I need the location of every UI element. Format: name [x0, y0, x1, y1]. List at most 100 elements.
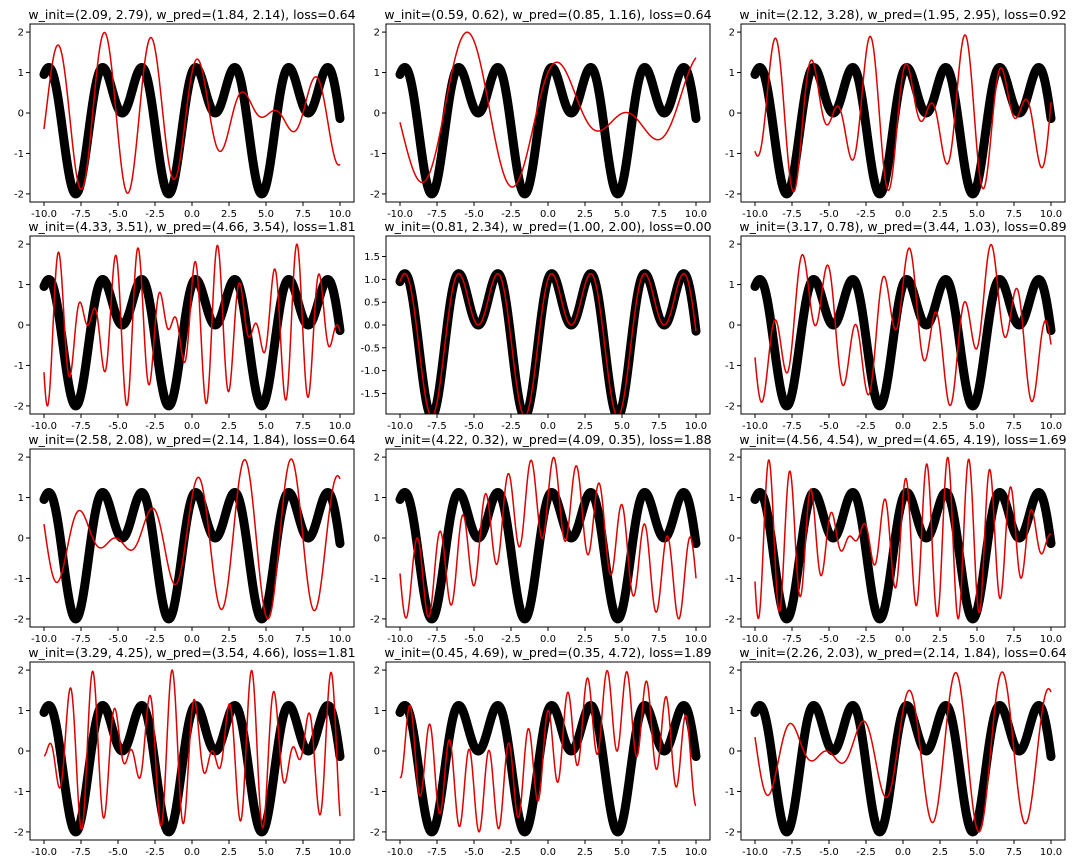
x-tick-label: 5.0	[969, 847, 985, 856]
x-tick-label: -10.0	[31, 634, 57, 645]
x-tick-label: -10.0	[387, 847, 413, 856]
x-tick-label: 2.5	[577, 847, 593, 856]
y-tick-label: 2	[374, 666, 380, 677]
prediction-series	[754, 456, 1052, 620]
subplot-6: w_init=(3.17, 0.78), w_pred=(3.44, 1.03)…	[725, 219, 1067, 432]
x-tick-label: 2.5	[932, 634, 948, 645]
y-tick-label: 2	[374, 28, 380, 39]
prediction-series	[754, 671, 1052, 833]
x-tick-label: -2.5	[856, 847, 876, 856]
x-tick-label: -7.5	[71, 847, 91, 856]
y-tick-label: 0	[374, 109, 380, 120]
y-tick-label: 0	[18, 747, 24, 758]
x-tick-label: -10.0	[742, 421, 768, 432]
x-tick-label: 0.0	[184, 847, 200, 856]
y-tick-label: -1	[725, 149, 735, 160]
x-tick-label: 10.0	[685, 847, 707, 856]
x-tick-label: 7.5	[1006, 209, 1022, 220]
y-tick-label: 0	[18, 109, 24, 120]
y-tick-label: -2	[725, 401, 735, 412]
y-tick-label: 0	[18, 321, 24, 332]
x-tick-label: -7.5	[782, 634, 802, 645]
x-tick-label: 5.0	[969, 634, 985, 645]
y-tick-label: 1	[18, 280, 24, 291]
subplot-title: w_init=(2.58, 2.08), w_pred=(2.14, 1.84)…	[28, 432, 355, 447]
x-tick-label: -2.5	[145, 847, 165, 856]
x-tick-label: -10.0	[742, 634, 768, 645]
y-tick-label: 0	[729, 109, 735, 120]
x-tick-label: -7.5	[782, 209, 802, 220]
y-tick-label: 0.0	[364, 321, 380, 332]
x-tick-label: 2.5	[221, 209, 237, 220]
y-tick-label: 2	[729, 453, 735, 464]
y-tick-label: 0	[729, 534, 735, 545]
x-tick-label: 0.0	[895, 421, 911, 432]
x-tick-label: -10.0	[742, 209, 768, 220]
y-tick-label: 1	[18, 706, 24, 717]
y-tick-label: -1	[14, 574, 24, 585]
x-tick-label: 7.5	[651, 847, 667, 856]
x-tick-label: -2.5	[856, 421, 876, 432]
x-tick-label: 10.0	[1040, 847, 1062, 856]
x-tick-label: -7.5	[427, 634, 447, 645]
x-tick-label: -5.0	[819, 634, 839, 645]
x-tick-label: 2.5	[932, 847, 948, 856]
y-tick-label: 1	[18, 68, 24, 79]
y-tick-label: -1	[725, 787, 735, 798]
x-tick-label: 7.5	[651, 634, 667, 645]
x-tick-label: -2.5	[856, 209, 876, 220]
subplot-title: w_init=(3.17, 0.78), w_pred=(3.44, 1.03)…	[739, 219, 1066, 234]
x-tick-label: -5.0	[108, 634, 128, 645]
x-tick-label: 2.5	[932, 209, 948, 220]
x-tick-label: -10.0	[742, 847, 768, 856]
y-tick-label: -1	[370, 574, 380, 585]
x-tick-label: 5.0	[258, 209, 274, 220]
x-tick-label: 7.5	[651, 209, 667, 220]
y-tick-label: -1	[14, 787, 24, 798]
x-tick-label: 5.0	[969, 421, 985, 432]
subplot-5: w_init=(0.81, 2.34), w_pred=(1.00, 2.00)…	[360, 219, 711, 432]
y-tick-label: 0	[374, 534, 380, 545]
y-tick-label: 1	[374, 706, 380, 717]
y-tick-label: -2	[14, 401, 24, 412]
x-tick-label: 10.0	[685, 421, 707, 432]
prediction-series	[43, 458, 341, 620]
x-tick-label: 7.5	[295, 421, 311, 432]
y-tick-label: -1	[725, 574, 735, 585]
y-tick-label: -2	[14, 614, 24, 625]
x-tick-label: -7.5	[427, 847, 447, 856]
x-tick-label: -5.0	[464, 634, 484, 645]
subplot-1: w_init=(2.09, 2.79), w_pred=(1.84, 2.14)…	[14, 7, 356, 220]
subplot-7: w_init=(2.58, 2.08), w_pred=(2.14, 1.84)…	[14, 432, 356, 645]
y-tick-label: 0	[729, 747, 735, 758]
x-tick-label: 10.0	[1040, 209, 1062, 220]
x-tick-label: 5.0	[258, 421, 274, 432]
x-tick-label: -7.5	[782, 847, 802, 856]
x-tick-label: 2.5	[577, 209, 593, 220]
prediction-series	[43, 31, 341, 194]
target-series	[750, 700, 1056, 837]
x-tick-label: 10.0	[329, 634, 351, 645]
y-tick-label: -1.0	[360, 366, 380, 377]
x-tick-label: -5.0	[819, 421, 839, 432]
x-tick-label: 0.0	[540, 634, 556, 645]
y-tick-label: 2	[374, 453, 380, 464]
subplot-title: w_init=(2.26, 2.03), w_pred=(2.14, 1.84)…	[739, 645, 1066, 660]
x-tick-label: 5.0	[614, 209, 630, 220]
subplot-8: w_init=(4.22, 0.32), w_pred=(4.09, 0.35)…	[370, 432, 712, 645]
x-tick-label: -5.0	[464, 209, 484, 220]
subplot-12: w_init=(2.26, 2.03), w_pred=(2.14, 1.84)…	[725, 645, 1067, 856]
y-tick-label: -2	[725, 189, 735, 200]
y-tick-label: 1	[18, 493, 24, 504]
x-tick-label: -5.0	[464, 847, 484, 856]
y-tick-label: -1	[370, 787, 380, 798]
prediction-series	[43, 669, 341, 831]
x-tick-label: -5.0	[464, 421, 484, 432]
x-tick-label: 10.0	[329, 847, 351, 856]
x-tick-label: 10.0	[329, 421, 351, 432]
y-tick-label: 1	[729, 280, 735, 291]
x-tick-label: 10.0	[1040, 634, 1062, 645]
y-tick-label: 1	[729, 706, 735, 717]
x-tick-label: 10.0	[329, 209, 351, 220]
